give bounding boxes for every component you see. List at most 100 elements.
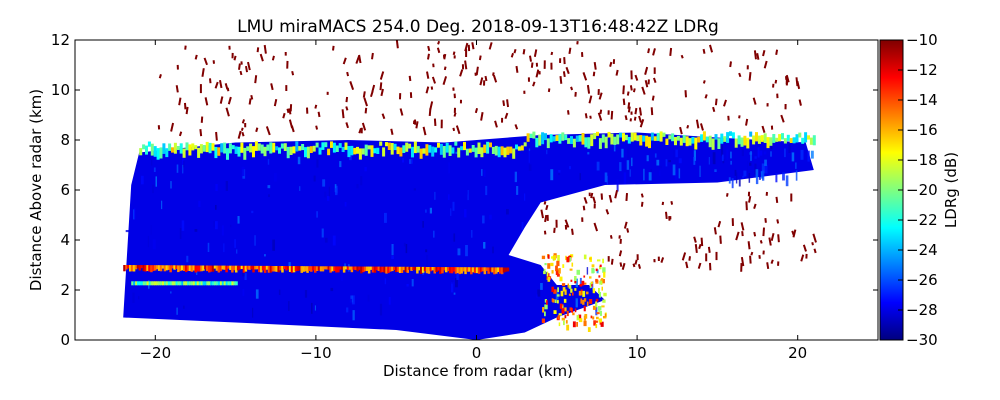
bright-band	[263, 265, 267, 273]
edge-clutter	[564, 315, 567, 319]
bright-band	[487, 267, 490, 274]
cloud-top-band	[746, 137, 750, 149]
cloud-texture	[536, 294, 538, 298]
edge-clutter	[589, 276, 592, 279]
bright-band	[208, 265, 211, 273]
bright-band	[159, 265, 163, 272]
noise-speckle	[680, 54, 684, 59]
noise-speckle	[219, 96, 224, 104]
edge-clutter	[598, 318, 602, 323]
noise-speckle	[194, 54, 198, 60]
bright-band	[425, 267, 429, 274]
cloud-texture	[575, 298, 578, 308]
bright-band	[314, 266, 317, 273]
bright-band	[381, 266, 384, 273]
noise-speckle	[522, 49, 526, 55]
bright-band	[306, 266, 309, 273]
noise-speckle	[409, 92, 413, 98]
edge-clutter	[563, 298, 567, 303]
cloud-texture	[304, 290, 308, 298]
lower-band	[214, 281, 217, 286]
noise-speckle	[770, 125, 774, 130]
noise-speckle	[543, 230, 547, 235]
cloud-texture	[186, 255, 189, 263]
cloud-top-band	[304, 147, 307, 158]
cloud-texture	[693, 150, 696, 161]
cloud-top-band	[434, 147, 438, 153]
lower-band	[160, 281, 163, 286]
noise-speckle	[748, 196, 752, 203]
cloud-top-band	[185, 142, 189, 151]
cloud-texture	[754, 156, 757, 159]
cloud-texture	[155, 176, 157, 187]
cloud-top-band	[234, 146, 238, 154]
noise-speckle	[652, 48, 656, 56]
noise-speckle	[694, 244, 698, 254]
cloud-top-band	[292, 146, 296, 154]
edge-clutter	[579, 283, 583, 287]
cloud-texture	[521, 222, 524, 230]
noise-speckle	[461, 64, 465, 70]
noise-speckle	[282, 112, 286, 119]
cloud-top-band	[593, 133, 597, 140]
edge-clutter	[562, 287, 566, 292]
bright-band	[433, 267, 436, 274]
cloud-texture	[364, 167, 367, 172]
edge-clutter	[592, 288, 596, 294]
cloud-texture	[722, 159, 725, 164]
noise-speckle	[610, 110, 614, 120]
lower-band	[208, 281, 211, 286]
cloud-top-band	[442, 146, 446, 158]
bright-band	[495, 267, 498, 274]
cloud-texture	[141, 175, 144, 185]
noise-speckle	[632, 88, 636, 93]
cloud-texture	[425, 209, 427, 213]
noise-speckle	[233, 55, 237, 61]
bright-band	[134, 265, 138, 270]
cloud-texture	[182, 152, 184, 165]
noise-speckle	[588, 192, 591, 197]
cloud-top-band	[671, 133, 675, 142]
noise-speckle	[717, 220, 722, 228]
noise-speckle	[562, 71, 566, 78]
noise-speckle	[361, 122, 367, 131]
cloud-top-band	[541, 132, 545, 145]
colorbar-tick-label: −28	[906, 301, 938, 319]
cloud-texture	[762, 170, 765, 181]
edge-clutter	[592, 305, 597, 310]
edge-clutter	[569, 307, 572, 312]
bright-band	[287, 266, 290, 270]
cloud-texture	[327, 196, 330, 201]
cloud-texture	[314, 305, 316, 311]
cloud-top-band	[197, 147, 201, 158]
cloud-texture	[579, 277, 582, 284]
noise-speckle	[362, 91, 366, 98]
cloud-texture	[540, 283, 543, 290]
bright-band	[416, 266, 419, 274]
cloud-top-band	[260, 144, 264, 154]
noise-speckle	[474, 72, 477, 76]
cloud-top-band	[809, 137, 813, 145]
bright-band	[385, 266, 388, 274]
noise-speckle	[381, 113, 386, 120]
edge-clutter	[586, 301, 589, 306]
noise-speckle	[157, 125, 161, 130]
edge-clutter	[553, 289, 557, 294]
cloud-texture	[452, 201, 455, 211]
cloud-top-band	[460, 146, 464, 151]
cloud-top-band	[763, 133, 767, 143]
noise-speckle	[607, 256, 610, 262]
cloud-top-band	[538, 134, 542, 146]
lower-band	[183, 281, 186, 286]
noise-speckle	[533, 49, 538, 57]
bright-band	[298, 266, 302, 271]
noise-speckle	[759, 240, 763, 244]
noise-speckle	[426, 53, 430, 60]
cloud-texture	[550, 169, 554, 181]
noise-speckle	[478, 55, 482, 61]
cloud-top-band	[220, 143, 224, 153]
noise-speckle	[785, 76, 788, 80]
cloud-texture	[514, 171, 517, 183]
noise-speckle	[638, 107, 643, 116]
cloud-top-band	[500, 146, 504, 156]
